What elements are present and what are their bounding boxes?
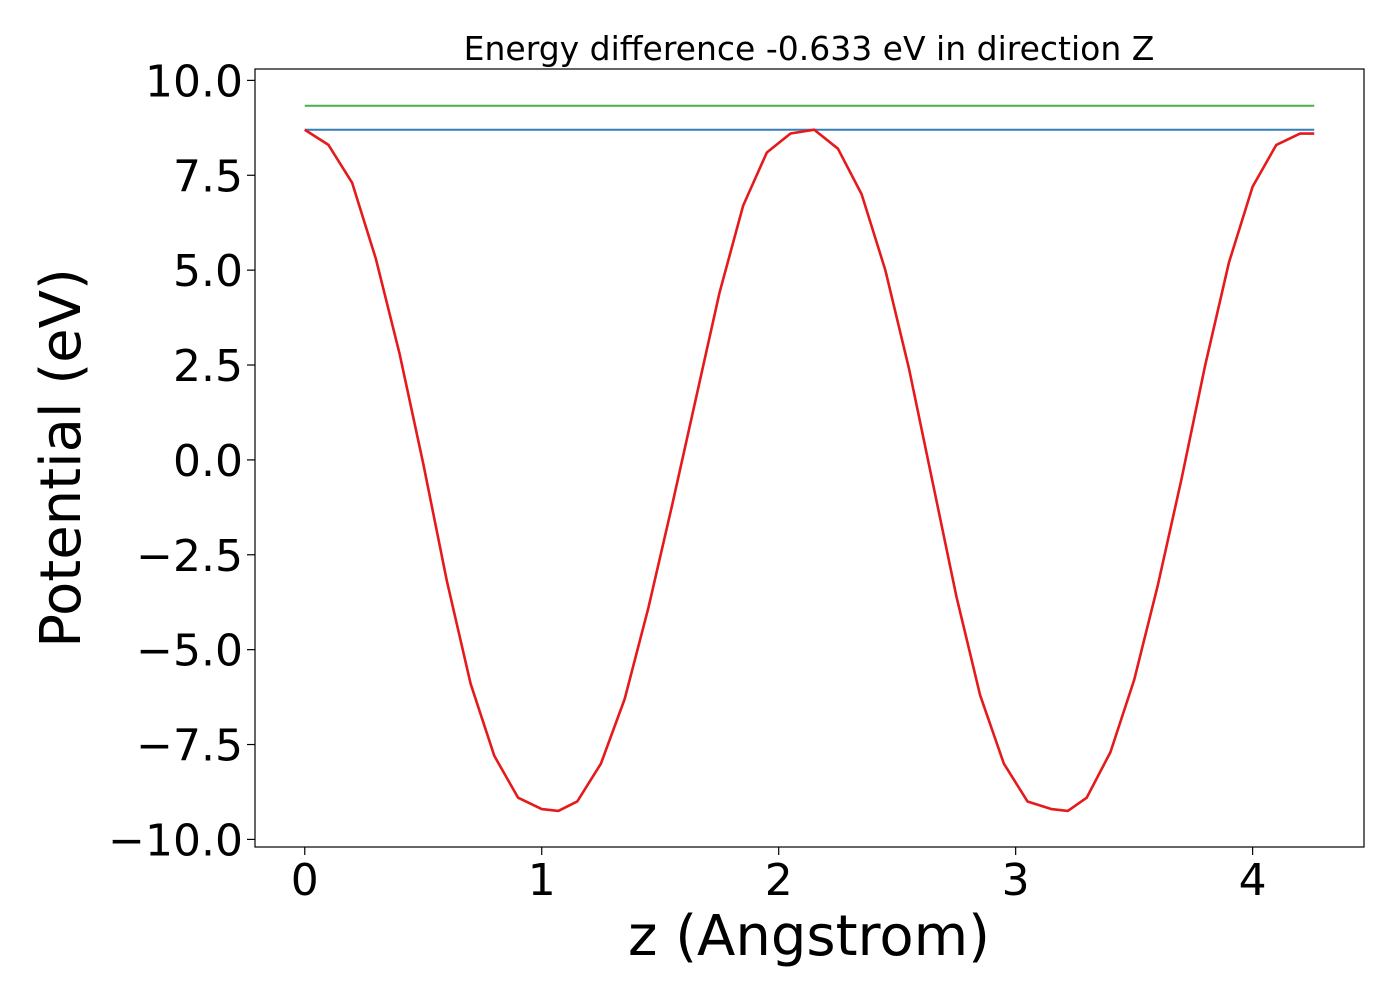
y-tick-label: −10.0	[108, 815, 243, 866]
potential-curve	[304, 128, 1315, 813]
x-tick-label: 4	[1239, 855, 1267, 906]
chart-title: Energy difference -0.633 eV in direction…	[464, 29, 1155, 68]
y-tick-label: 5.0	[173, 246, 243, 297]
x-axis-label: z (Angstrom)	[628, 904, 990, 969]
y-tick-label: −5.0	[136, 626, 243, 677]
y-tick-label: 0.0	[173, 436, 243, 487]
y-axis: 10.0 7.5 5.0 2.5 0.0 −2.5 −5.0 −7.5 −10.0	[108, 56, 255, 866]
y-tick-label: −7.5	[136, 721, 243, 772]
plot-area	[304, 104, 1315, 813]
plot-frame	[254, 68, 1365, 848]
x-tick-label: 0	[291, 855, 319, 906]
x-tick-label: 3	[1002, 855, 1030, 906]
y-axis-label: Potential (eV)	[29, 268, 94, 648]
x-tick-label: 2	[765, 855, 793, 906]
y-tick-label: 2.5	[173, 341, 243, 392]
y-tick-label: 10.0	[145, 56, 243, 107]
y-tick-label: 7.5	[173, 151, 243, 202]
y-tick-label: −2.5	[136, 531, 243, 582]
x-axis: 0 1 2 3 4	[291, 847, 1267, 906]
x-tick-label: 1	[528, 855, 556, 906]
